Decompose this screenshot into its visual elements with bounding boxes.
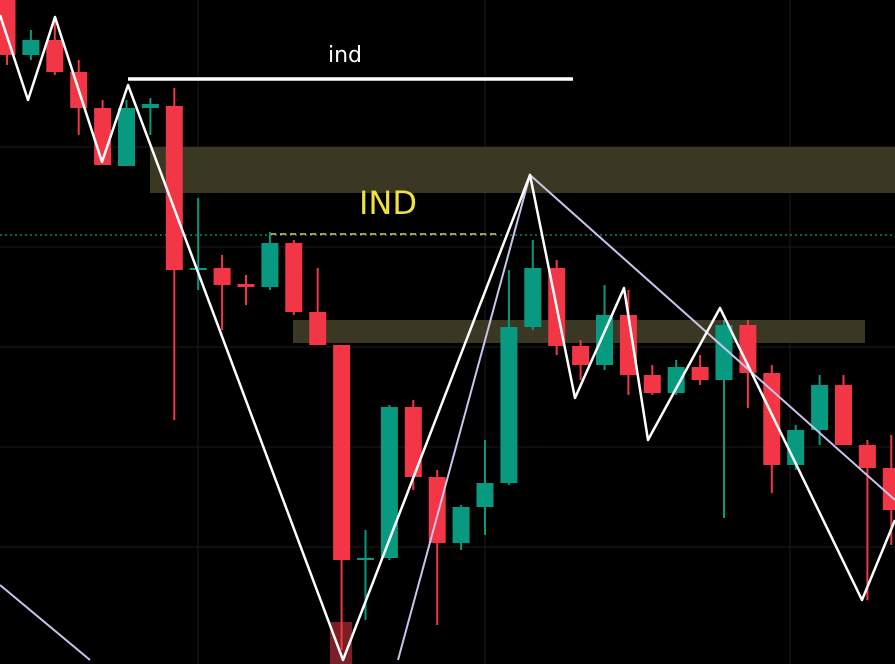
candle-body bbox=[118, 108, 135, 166]
candle-body bbox=[380, 407, 398, 558]
candle-body bbox=[261, 243, 279, 287]
candle-body bbox=[643, 375, 661, 393]
candle-body bbox=[22, 40, 40, 55]
demand-zone bbox=[293, 320, 865, 343]
candle-body bbox=[46, 40, 64, 72]
candle-body bbox=[428, 477, 446, 543]
candle-body bbox=[787, 430, 805, 465]
line-label: ind bbox=[328, 43, 362, 68]
candle-body bbox=[141, 104, 159, 108]
candle-body bbox=[237, 284, 255, 287]
zigzag-line bbox=[0, 14, 895, 662]
candle-body bbox=[309, 312, 327, 345]
candle-body bbox=[452, 507, 470, 543]
supply-zone bbox=[150, 147, 895, 193]
candle-body bbox=[404, 407, 422, 477]
candle-body bbox=[763, 373, 781, 465]
candle-body bbox=[500, 327, 518, 483]
candle-body bbox=[189, 268, 207, 270]
candle-body bbox=[165, 106, 183, 270]
candle-body bbox=[572, 346, 590, 365]
zone-label: IND bbox=[359, 184, 417, 222]
candle-body bbox=[333, 345, 351, 560]
candle-body bbox=[691, 367, 709, 380]
candle-body bbox=[811, 385, 829, 430]
candle-body bbox=[619, 315, 637, 375]
candle-body bbox=[882, 468, 895, 510]
candle-body bbox=[596, 315, 613, 365]
candle-body bbox=[476, 483, 494, 507]
candle-body bbox=[667, 367, 685, 393]
candle-body bbox=[835, 385, 852, 445]
candle-body bbox=[858, 445, 876, 468]
trend-line bbox=[0, 584, 91, 661]
candle-body bbox=[0, 0, 16, 55]
candle-body bbox=[213, 268, 231, 285]
candle-body bbox=[739, 325, 757, 373]
candle-body bbox=[357, 558, 374, 560]
candle-body bbox=[715, 325, 733, 380]
candle-body bbox=[285, 243, 303, 312]
candle-body bbox=[524, 268, 542, 327]
